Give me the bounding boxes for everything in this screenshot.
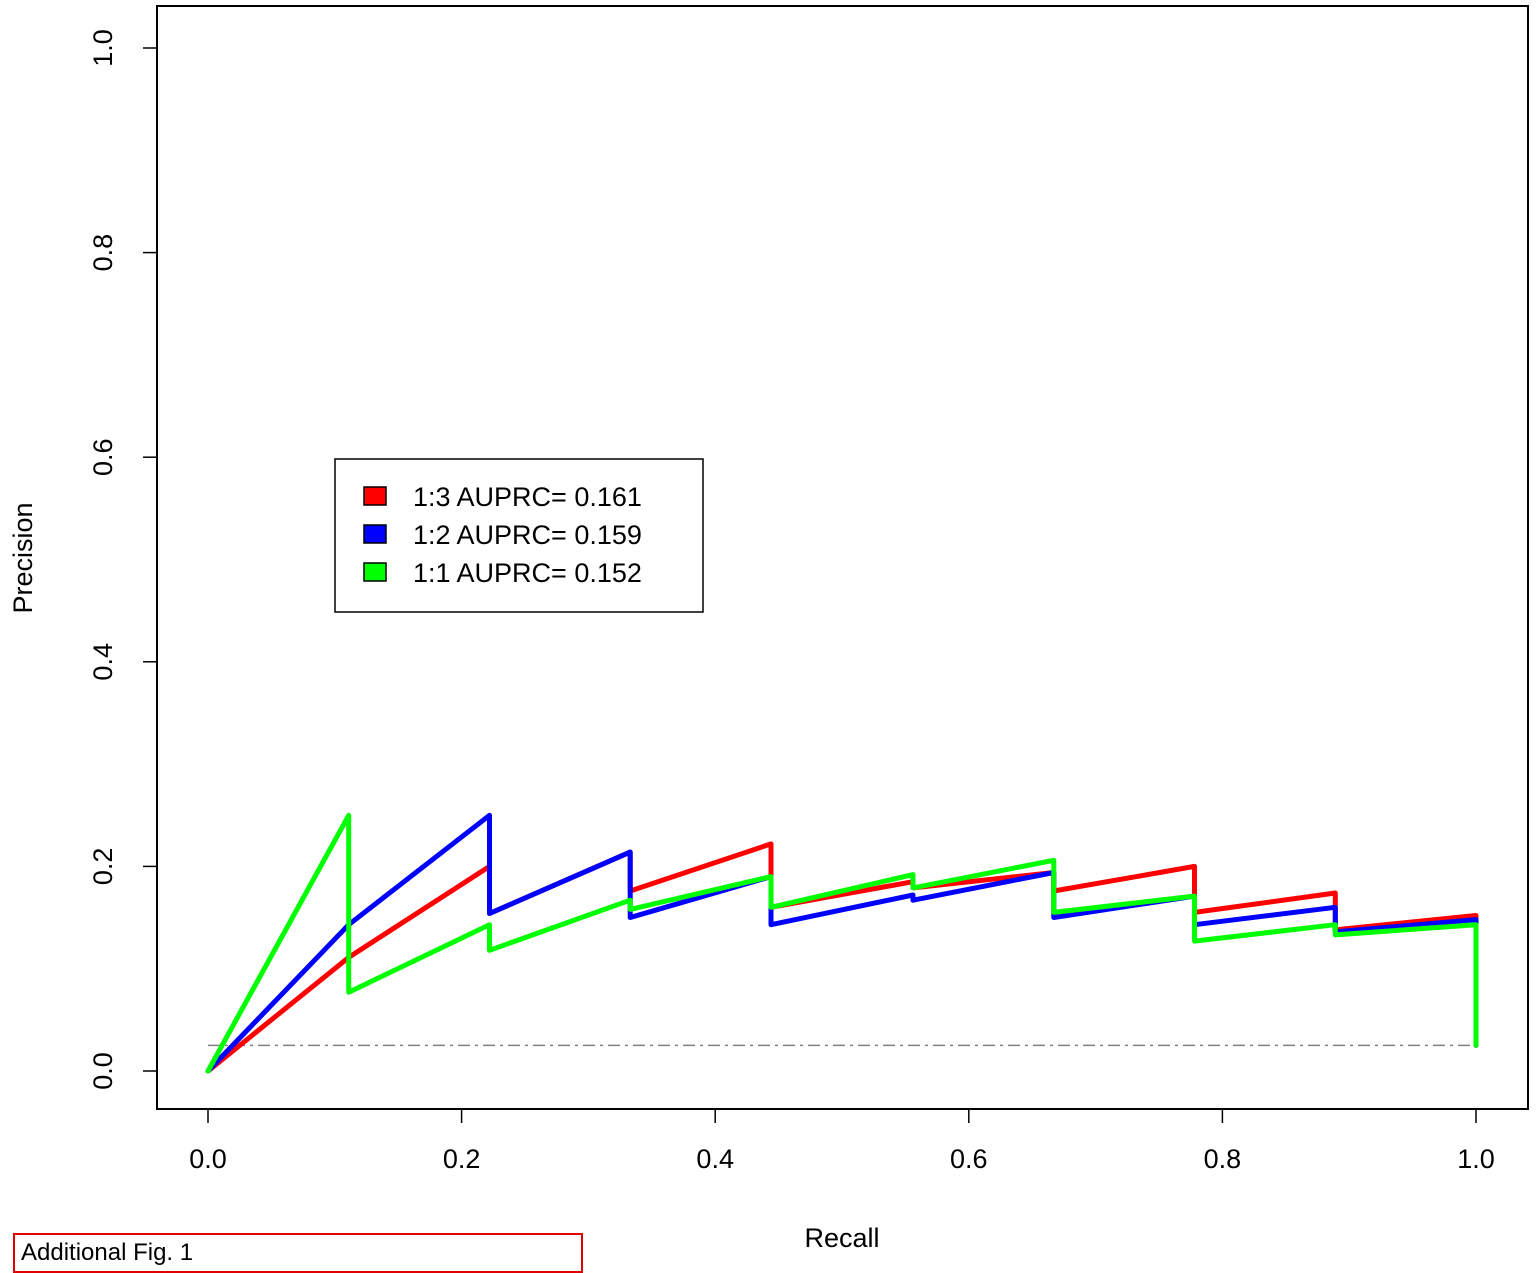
x-axis-title: Recall [804,1223,879,1253]
y-tick-label: 0.0 [88,1052,118,1090]
legend-label-1: 1:3 AUPRC= 0.161 [413,482,642,512]
legend-swatch-3 [363,562,387,582]
figure-caption: Additional Fig. 1 [13,1233,583,1273]
y-tick-label: 0.2 [88,848,118,886]
x-tick-label: 0.4 [696,1144,734,1174]
x-tick-label: 1.0 [1457,1144,1495,1174]
legend-swatch-1 [363,486,387,506]
series-line-1 [205,841,1479,1074]
legend-label-2: 1:2 AUPRC= 0.159 [413,520,642,550]
y-tick-label: 1.0 [88,29,118,67]
y-tick-label: 0.4 [88,643,118,681]
legend: 1:3 AUPRC= 0.161 1:2 AUPRC= 0.159 1:1 AUPR… [334,458,704,613]
y-tick-label: 0.6 [88,438,118,476]
x-tick-label: 0.6 [950,1144,988,1174]
series-line-3 [205,812,1479,1074]
series-layer [205,812,1479,1074]
x-tick-label: 0.8 [1204,1144,1242,1174]
legend-box [334,458,704,613]
x-tick-label: 0.0 [189,1144,227,1174]
legend-swatch-2 [363,524,387,544]
legend-label-3: 1:1 AUPRC= 0.152 [413,558,642,588]
y-tick-label: 0.8 [88,234,118,272]
x-axis: 0.0 0.2 0.4 0.6 0.8 1.0 [189,1108,1495,1174]
y-axis-title: Precision [8,502,38,613]
y-axis: 0.0 0.2 0.4 0.6 0.8 1.0 [88,29,158,1090]
x-tick-label: 0.2 [443,1144,481,1174]
series-line-2 [205,812,1479,1074]
